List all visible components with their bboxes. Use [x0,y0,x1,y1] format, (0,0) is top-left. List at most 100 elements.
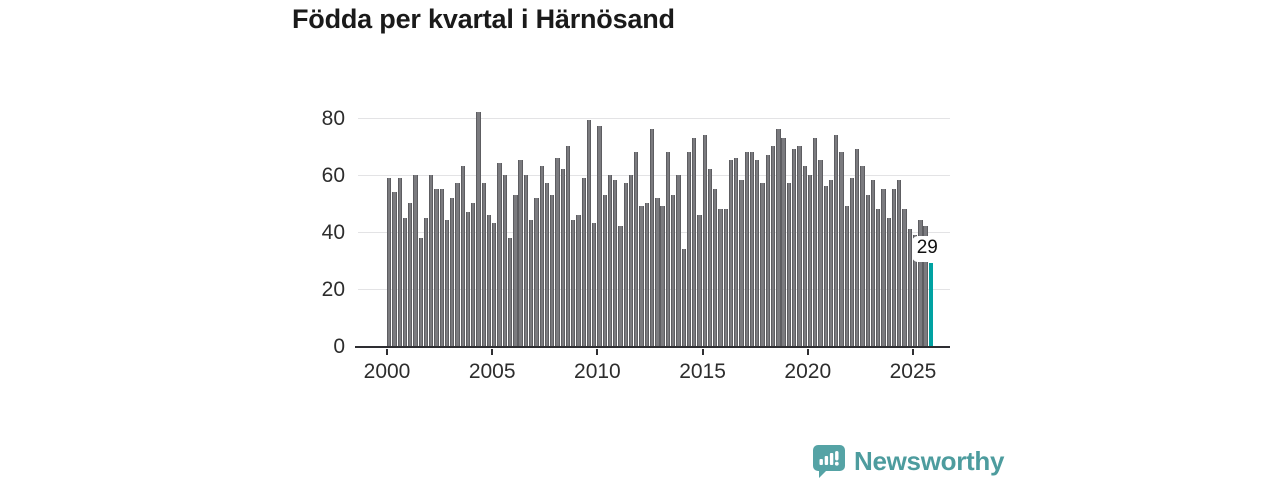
bar-2002-q1 [429,174,434,346]
bar-2000-q3 [397,177,402,346]
bar-2010-q4 [613,180,618,346]
bar-2004-q1 [471,203,476,346]
bar-2000-q2 [392,191,397,346]
bar-2018-q4 [781,137,786,346]
bar-2013-q3 [671,194,676,346]
newsworthy-logo-text: Newsworthy [854,445,1005,476]
bar-2015-q4 [718,208,723,346]
bar-2023-q4 [886,217,891,346]
bar-2012-q3 [649,129,655,346]
bar-2024-q4 [907,228,912,346]
bar-2011-q3 [628,174,634,346]
bar-2005-q3 [502,174,507,346]
bar-2003-q4 [465,211,471,346]
bar-2017-q4 [760,183,765,346]
bar-2015-q3 [713,188,718,346]
bar-2020-q3 [818,160,823,346]
bar-2023-q3 [881,188,886,346]
bar-2006-q1 [513,194,518,346]
bar-2014-q4 [697,214,702,346]
bar-2004-q3 [481,183,486,346]
bar-2009-q3 [586,120,592,346]
bar-2010-q2 [602,194,607,346]
bar-2017-q3 [755,160,760,346]
x-axis-tick-2025 [911,349,914,355]
y-axis-label-80: 80 [321,106,345,130]
bar-2022-q1 [849,177,855,346]
bar-2004-q4 [486,214,492,346]
bar-2025-q4 [928,263,934,346]
newsworthy-icon [812,444,846,478]
bar-2021-q1 [828,180,834,346]
bar-2017-q2 [749,151,755,346]
x-axis-tick-2010 [596,349,599,355]
bar-2019-q4 [802,166,807,346]
bar-2000-q4 [402,217,408,346]
x-axis-tick-2015 [701,349,704,355]
bar-2024-q3 [902,208,907,346]
bar-2001-q2 [413,174,418,346]
bar-2019-q2 [791,149,797,346]
bar-2005-q1 [492,223,497,346]
bar-2008-q1 [555,157,560,346]
bar-2016-q4 [739,180,744,346]
bar-2018-q2 [770,146,776,346]
y-axis-label-20: 20 [321,277,345,301]
bar-2016-q2 [728,160,734,346]
x-axis-label-2010: 2010 [574,360,621,383]
bar-2012-q2 [644,203,650,346]
bar-2014-q3 [692,137,697,346]
bar-2003-q1 [450,197,455,346]
bar-2005-q4 [507,237,513,346]
bar-2013-q2 [665,151,671,346]
bar-2010-q3 [607,174,613,346]
bar-2020-q4 [823,186,828,346]
gridline-y-80 [358,117,950,119]
bar-2022-q3 [860,166,865,346]
y-axis-label-60: 60 [321,163,345,187]
bar-2011-q1 [618,226,623,346]
bar-2025-q2 [918,220,923,346]
plot-area: 29 80 60 40 20 0 2000 2005 2010 2015 2020 2025 [322,100,950,383]
bar-2020-q1 [807,174,813,346]
bar-2021-q3 [839,151,844,346]
y-axis-label-0: 0 [333,335,345,358]
bar-2005-q2 [497,163,502,346]
chart-title: Födda per kvartal i Härnösand [292,4,675,34]
bar-2013-q1 [660,206,665,346]
bar-2020-q2 [813,137,818,346]
bar-2023-q2 [876,208,881,346]
bar-2007-q4 [550,194,555,346]
newsworthy-logo[interactable]: Newsworthy [812,444,1004,478]
bar-2018-q3 [776,129,781,346]
bar-2015-q1 [702,134,707,346]
bar-2024-q2 [897,180,902,346]
bar-2009-q4 [592,223,597,346]
bar-2016-q3 [734,157,739,346]
bar-2021-q4 [844,206,849,346]
bar-2024-q1 [891,188,897,346]
bar-2022-q2 [855,149,860,346]
bar-2009-q2 [581,177,586,346]
bar-2014-q2 [686,151,692,346]
bar-2000-q1 [387,177,392,346]
bar-2002-q4 [444,220,450,346]
x-axis-label-2005: 2005 [468,360,516,383]
bar-2019-q1 [786,183,792,346]
bar-2010-q1 [597,126,602,346]
bar-2007-q3 [544,183,550,346]
bar-2002-q2 [434,188,439,346]
bar-2019-q3 [797,146,802,346]
bar-2025-q1 [912,234,918,346]
bar-2008-q2 [560,169,565,346]
bar-2001-q4 [423,217,429,346]
bar-2008-q3 [565,146,571,346]
bar-2006-q4 [529,220,534,346]
bar-2001-q3 [418,237,423,346]
bar-2001-q1 [408,203,413,346]
bar-2007-q1 [534,197,539,346]
bar-2006-q3 [523,174,529,346]
bar-2013-q4 [676,174,681,346]
bar-2014-q1 [681,248,686,346]
x-axis-label-2020: 2020 [784,360,832,383]
